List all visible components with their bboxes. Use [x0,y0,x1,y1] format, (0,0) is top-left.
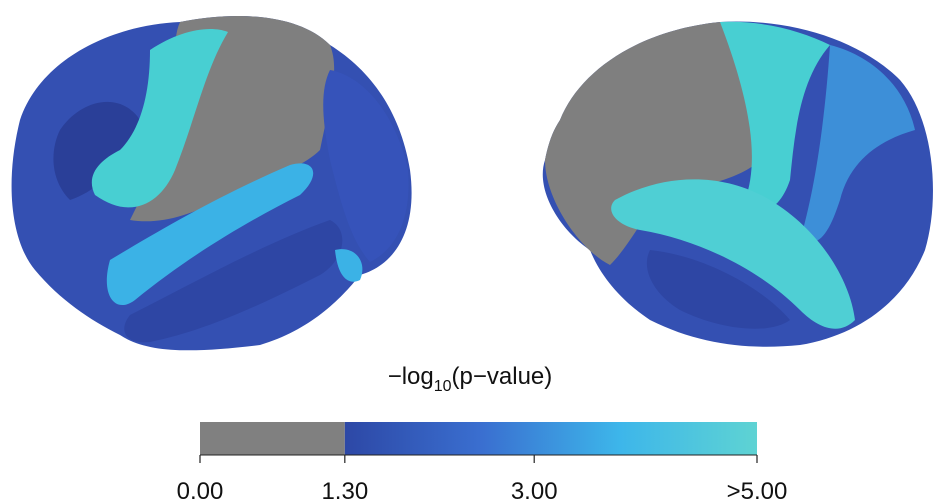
colorbar-gradient [345,422,757,455]
title-text: −log [388,363,434,390]
tick-label: 1.30 [321,478,368,502]
title-text: (p−value) [452,363,553,390]
figure: −log10(p−value) 0.00 1.30 3.00 >5.00 [0,0,940,502]
tick-label: 0.00 [177,478,224,502]
tick-label: >5.00 [727,478,788,502]
tick-label: 3.00 [511,478,558,502]
title-subscript: 10 [434,378,452,395]
left-hemisphere [12,16,412,350]
colorbar-below [200,422,345,455]
colorbar-title: −log10(p−value) [388,363,553,395]
right-hemisphere [543,22,933,347]
